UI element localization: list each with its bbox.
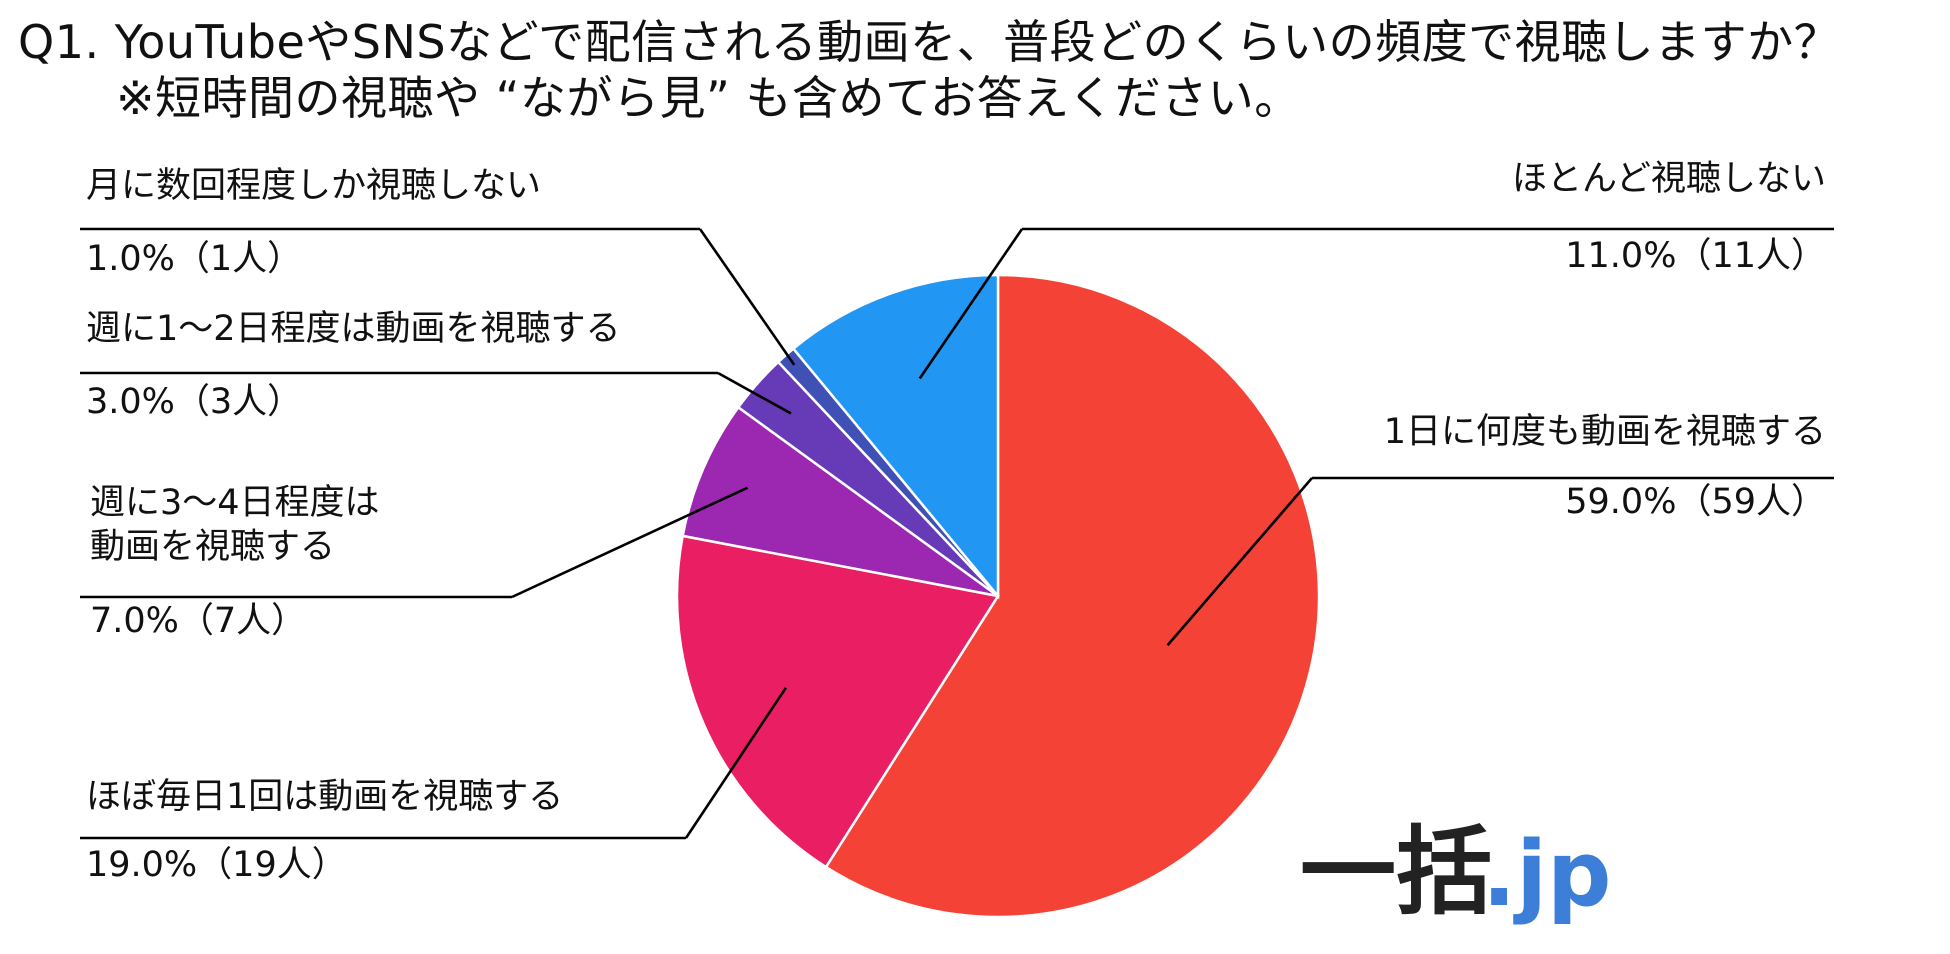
slice-category-label: 週に3〜4日程度は [90, 483, 380, 523]
slice-category-label: 動画を視聴する [90, 527, 335, 567]
leader-line [698, 228, 796, 366]
pie-slices [675, 273, 1321, 919]
title-line-2: ※短時間の視聴や “ながら見” も含めてお答えください。 [116, 71, 1301, 125]
pie-slice [675, 534, 1001, 869]
leader-line [511, 486, 749, 599]
slice-labels: 1日に何度も動画を視聴する 59.0%（59人） ほぼ毎日1回は動画を視聴する 19.… [86, 159, 1826, 885]
slice-category-label: 月に数回程度しか視聴しない [86, 166, 541, 206]
slice-category-label: 週に1〜2日程度は動画を視聴する [86, 309, 621, 349]
slice-value-label: 1.0%（1人） [86, 239, 302, 279]
logo-suffix-text: .jp [1482, 822, 1611, 927]
slice-value-label: 7.0%（7人） [90, 601, 306, 641]
pie-slice [824, 273, 1321, 919]
title-line-1: Q1. YouTubeやSNSなどで配信される動画を、普段どのくらいの頻度で視聴… [18, 15, 1841, 69]
leader-line [717, 371, 792, 415]
logo-main-text: 一括 [1300, 816, 1492, 928]
slice-category-label: 1日に何度も動画を視聴する [1384, 412, 1826, 452]
leader-line [1166, 477, 1313, 647]
pie-slice [791, 273, 1000, 600]
leader-line [918, 228, 1024, 380]
slice-category-label: ほぼ毎日1回は動画を視聴する [86, 777, 563, 817]
leader-line [684, 687, 787, 839]
slice-value-label: 11.0%（11人） [1565, 236, 1826, 276]
chart-title: Q1. YouTubeやSNSなどで配信される動画を、普段どのくらいの頻度で視聴… [18, 14, 1938, 126]
leader-lines [80, 227, 1834, 840]
pie-slice [681, 405, 999, 598]
slice-category-label: ほとんど視聴しない [1512, 159, 1826, 199]
brand-logo: 一括 .jp [1300, 816, 1611, 928]
slice-value-label: 59.0%（59人） [1565, 482, 1826, 522]
slice-value-label: 3.0%（3人） [86, 382, 302, 422]
slice-value-label: 19.0%（19人） [86, 845, 347, 885]
